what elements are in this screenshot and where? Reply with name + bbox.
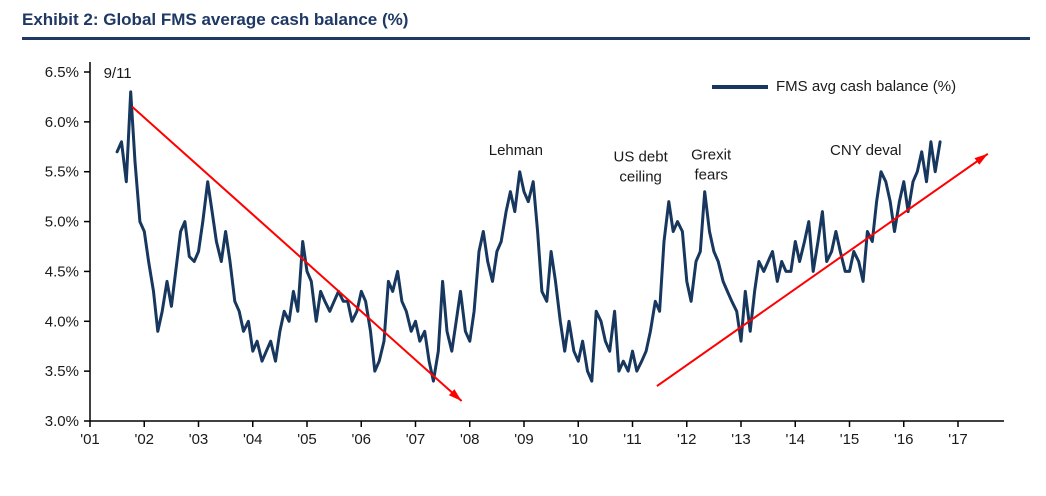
trend-arrow (131, 106, 463, 402)
x-tick-label: '02 (134, 431, 154, 448)
annotation: 9/11 (104, 65, 132, 82)
legend: FMS avg cash balance (%) (712, 78, 956, 95)
y-tick-label: 3.0% (45, 413, 79, 430)
x-tick-label: '04 (243, 431, 263, 448)
trend-arrow-head (448, 389, 462, 402)
legend-line-swatch-icon (712, 84, 768, 89)
x-tick-label: '07 (406, 431, 426, 448)
trend-arrow-head (974, 153, 988, 165)
y-tick-label: 6.5% (45, 64, 79, 81)
x-tick-label: '06 (351, 431, 371, 448)
x-tick-label: '14 (785, 431, 805, 448)
x-tick-label: '13 (731, 431, 751, 448)
x-tick-label: '12 (677, 431, 697, 448)
x-tick-label: '01 (80, 431, 100, 448)
y-tick-label: 6.0% (45, 114, 79, 131)
y-tick-label: 3.5% (45, 363, 79, 380)
x-tick-label: '11 (623, 431, 641, 448)
annotation: fears (694, 167, 727, 184)
y-tick-label: 5.0% (45, 214, 79, 231)
series-line (115, 90, 942, 383)
trend-arrow (656, 152, 989, 387)
y-tick-label: 5.5% (45, 164, 79, 181)
y-tick-label: 4.5% (45, 263, 79, 280)
x-tick-label: '10 (568, 431, 588, 448)
annotation: Grexit (691, 147, 732, 164)
x-tick-label: '08 (460, 431, 480, 448)
annotation: Lehman (489, 142, 543, 159)
x-tick-label: '09 (514, 431, 534, 448)
x-tick-label: '15 (840, 431, 860, 448)
x-tick-label: '03 (189, 431, 209, 448)
x-tick-label: '16 (894, 431, 914, 448)
annotation: US debt (614, 149, 669, 166)
annotation: ceiling (619, 169, 662, 186)
annotation: CNY deval (830, 142, 901, 159)
y-tick-label: 4.0% (45, 313, 79, 330)
x-tick-label: '05 (297, 431, 317, 448)
legend-label: FMS avg cash balance (%) (776, 78, 957, 95)
x-tick-label: '17 (948, 431, 968, 448)
chart-title: Exhibit 2: Global FMS average cash balan… (22, 10, 1030, 40)
